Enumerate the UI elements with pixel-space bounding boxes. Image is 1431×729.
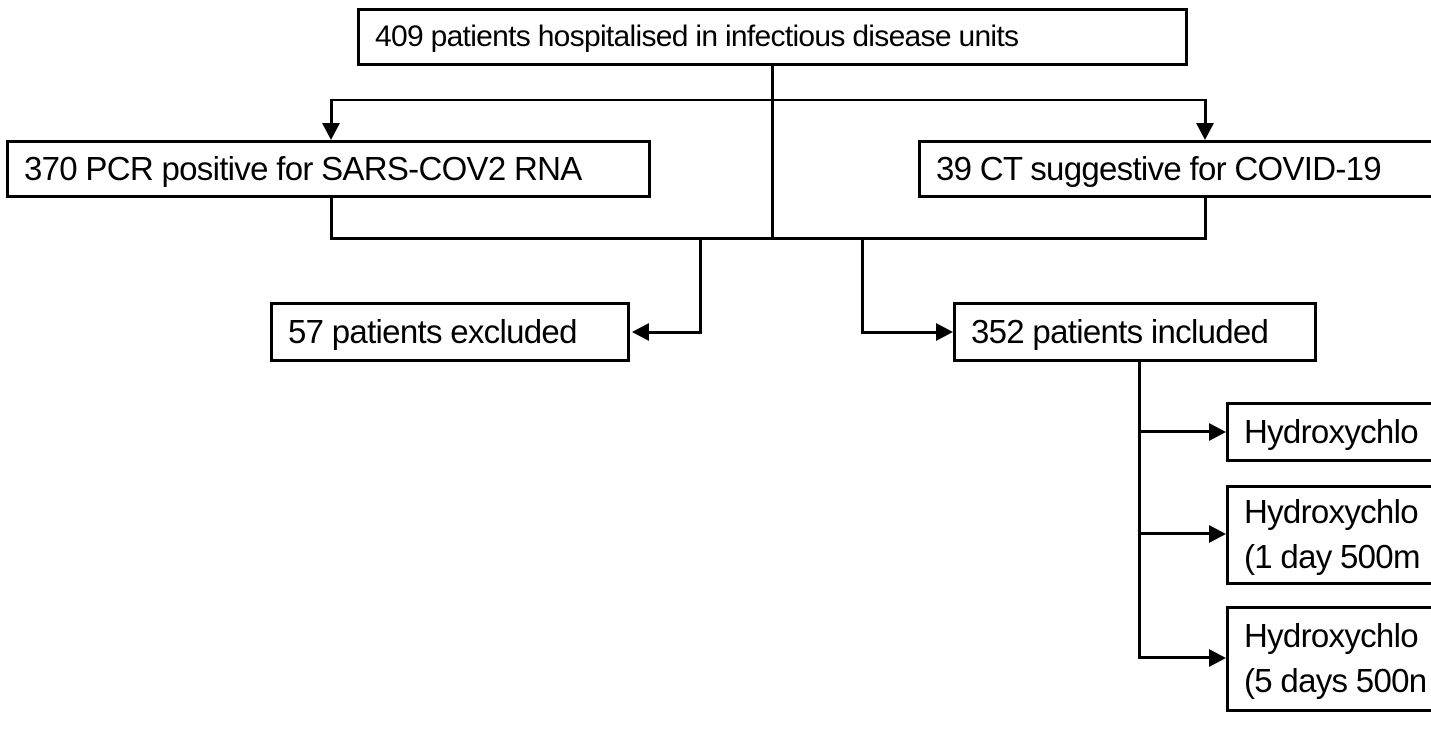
box-treatment-2: Hydroxychlo (1 day 500m [1226,485,1431,585]
box-treatment-2-line2: (1 day 500m [1244,538,1420,575]
arrowhead-right-treatment-3-icon [1209,649,1226,667]
box-hospitalised-patients: 409 patients hospitalised in infectious … [357,8,1188,66]
connector-branch-to-pcr [330,99,333,129]
arrowhead-down-ct-icon [1196,123,1214,140]
box-treatment-3-line2: (5 days 500n [1244,662,1427,699]
connector-included-horizontal [861,331,939,334]
connector-merge-horizontal [330,237,1207,240]
connector-pcr-to-merge [330,198,333,240]
arrowhead-right-treatment-1-icon [1209,423,1226,441]
box-treatment-1: Hydroxychlo [1226,402,1431,462]
connector-branch-to-ct [1204,99,1207,129]
box-treatment-3: Hydroxychlo (5 days 500n [1226,606,1431,712]
box-hospitalised-patients-label: 409 patients hospitalised in infectious … [375,19,1019,53]
connector-included-to-treatments [1138,362,1141,659]
connector-treatment-3 [1138,656,1212,659]
connector-branch-horizontal [330,99,1207,101]
arrowhead-right-treatment-2-icon [1209,525,1226,543]
box-treatment-3-line1: Hydroxychlo [1244,617,1419,655]
arrowhead-left-excluded-icon [632,323,649,341]
connector-excluded-horizontal [645,331,702,334]
connector-treatment-1 [1138,430,1212,433]
box-ct-suggestive: 39 CT suggestive for COVID-19 [918,140,1431,198]
connector-merge-to-included [861,237,864,333]
box-treatment-1-line1: Hydroxychlo [1244,412,1419,450]
box-patients-included-label: 352 patients included [971,312,1269,350]
box-patients-excluded: 57 patients excluded [270,302,630,362]
box-pcr-positive-label: 370 PCR positive for SARS-COV2 RNA [24,149,582,187]
box-patients-excluded-label: 57 patients excluded [288,312,577,350]
box-ct-suggestive-label: 39 CT suggestive for COVID-19 [936,149,1382,187]
box-patients-included: 352 patients included [953,302,1317,362]
connector-title-to-merge [771,64,774,240]
arrowhead-right-included-icon [936,323,953,341]
connector-merge-to-excluded [699,237,702,333]
arrowhead-down-pcr-icon [322,123,340,140]
connector-treatment-2 [1138,532,1212,535]
connector-ct-to-merge [1204,198,1207,240]
box-pcr-positive: 370 PCR positive for SARS-COV2 RNA [6,140,651,198]
box-treatment-2-line1: Hydroxychlo [1244,493,1419,531]
